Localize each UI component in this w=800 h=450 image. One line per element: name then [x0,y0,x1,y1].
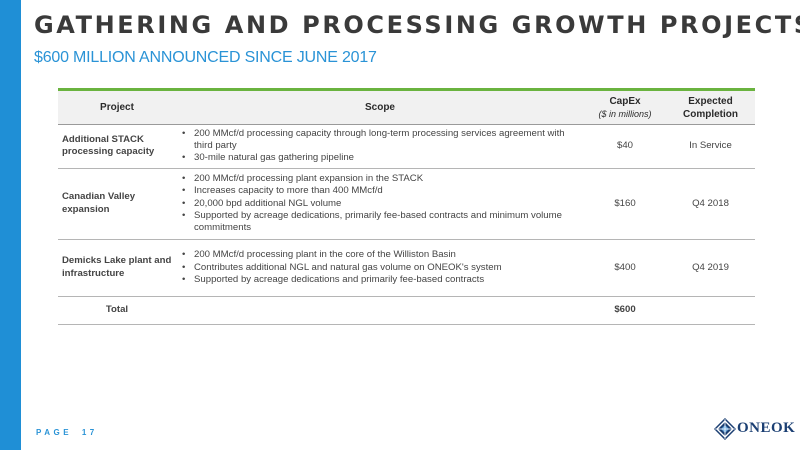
completion-value: In Service [666,124,755,169]
page-number: 17 [81,428,98,437]
logo-wordmark: ONEOK [737,420,796,436]
scope-item: Supported by acreage dedications, primar… [180,210,580,234]
oneok-diamond-logo-icon [714,418,736,440]
scope-cell: 200 MMcf/d processing capacity through l… [176,124,584,169]
project-name: Canadian Valley expansion [58,168,176,240]
total-capex-value: $600 [584,296,666,325]
scope-item: 200 MMcf/d processing plant expansion in… [180,173,580,185]
scope-list: 200 MMcf/d processing capacity through l… [180,128,580,165]
total-scope-empty [176,296,584,325]
table-total-row: Total $600 [58,296,755,325]
total-completion-empty [666,296,755,325]
completion-value: Q4 2018 [666,168,755,240]
header-capex-units: ($ in millions) [598,108,652,119]
oneok-logo: ONEOK [714,418,796,440]
scope-item: 200 MMcf/d processing capacity through l… [180,128,580,152]
slide-subtitle: $600 MILLION ANNOUNCED SINCE JUNE 2017 [34,49,377,66]
left-accent-bar [0,0,21,450]
slide-title: GATHERING AND PROCESSING GROWTH PROJECTS [34,11,800,39]
header-completion: Expected Completion [666,89,755,125]
header-capex: CapEx ($ in millions) [584,89,666,125]
scope-item: Contributes additional NGL and natural g… [180,262,580,274]
scope-item: Supported by acreage dedications and pri… [180,274,580,286]
table-row: Demicks Lake plant and infrastructure 20… [58,239,755,297]
table-row: Canadian Valley expansion 200 MMcf/d pro… [58,168,755,240]
total-label: Total [58,296,176,325]
completion-value: Q4 2019 [666,239,755,297]
table-row: Additional STACK processing capacity 200… [58,124,755,169]
scope-list: 200 MMcf/d processing plant in the core … [180,249,580,286]
header-capex-label: CapEx [609,95,641,107]
capex-value: $400 [584,239,666,297]
scope-cell: 200 MMcf/d processing plant expansion in… [176,168,584,240]
header-scope: Scope [176,89,584,125]
scope-item: 20,000 bpd additional NGL volume [180,198,580,210]
project-name: Demicks Lake plant and infrastructure [58,239,176,297]
header-project: Project [58,89,176,125]
scope-item: Increases capacity to more than 400 MMcf… [180,185,580,197]
table-header-row: Project Scope CapEx ($ in millions) Expe… [58,89,755,125]
scope-item: 30-mile natural gas gathering pipeline [180,152,580,164]
capex-value: $40 [584,124,666,169]
page-indicator: PAGE 17 [36,428,98,437]
page-word: PAGE [36,428,73,437]
scope-item: 200 MMcf/d processing plant in the core … [180,249,580,261]
scope-cell: 200 MMcf/d processing plant in the core … [176,239,584,297]
project-name: Additional STACK processing capacity [58,124,176,169]
scope-list: 200 MMcf/d processing plant expansion in… [180,173,580,234]
projects-table: Project Scope CapEx ($ in millions) Expe… [58,88,755,325]
capex-value: $160 [584,168,666,240]
